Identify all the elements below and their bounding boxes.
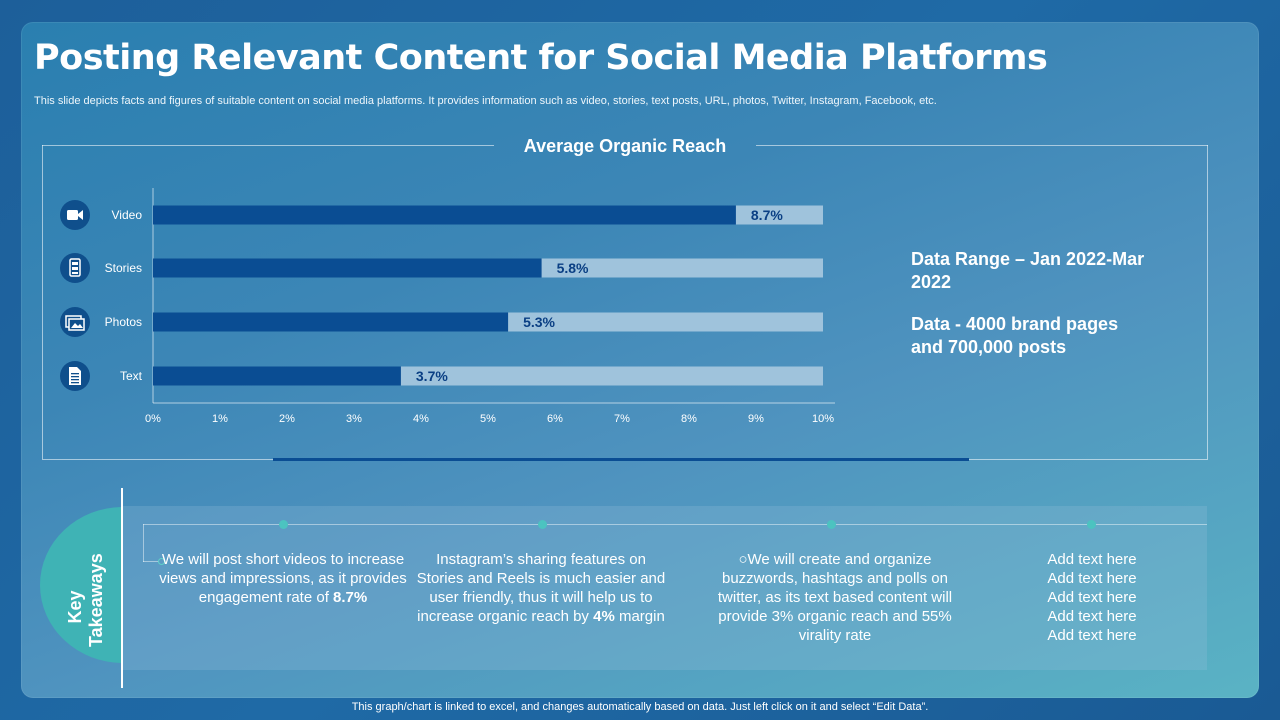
data-range-text: Data Range – Jan 2022-Mar 2022 bbox=[911, 249, 1145, 292]
takeaway-dot-3 bbox=[827, 520, 836, 529]
x-tick-label: 0% bbox=[145, 413, 161, 425]
bar-value-label: 5.8% bbox=[557, 260, 589, 276]
bar-value-label: 5.3% bbox=[523, 314, 555, 330]
x-tick-label: 6% bbox=[547, 413, 563, 425]
document-line bbox=[71, 382, 79, 384]
slide-panel bbox=[21, 22, 1259, 698]
takeaway-2-tail: margin bbox=[614, 608, 665, 625]
phone-line bbox=[72, 272, 78, 274]
takeaway-dot-2 bbox=[538, 520, 547, 529]
phone-line bbox=[72, 262, 78, 265]
takeaway-1: We will post short videos to increase vi… bbox=[158, 550, 408, 607]
takeaway-4-line: Add text here bbox=[1047, 570, 1137, 587]
bar-value-label: 3.7% bbox=[416, 368, 448, 384]
takeaways-connector-line bbox=[143, 524, 1207, 525]
document-line bbox=[71, 376, 79, 378]
takeaways-divider bbox=[121, 488, 123, 688]
takeaway-dot-4 bbox=[1087, 520, 1096, 529]
page-title: Posting Relevant Content for Social Medi… bbox=[34, 38, 1048, 78]
video-camera-body bbox=[67, 210, 78, 220]
takeaways-band bbox=[123, 506, 1207, 670]
category-label: Text bbox=[120, 369, 143, 383]
bar-photos[interactable] bbox=[153, 312, 509, 332]
x-tick-label: 1% bbox=[212, 413, 228, 425]
takeaway-3: ○We will create and organize buzzwords, … bbox=[717, 551, 953, 644]
chart-title[interactable]: Average Organic Reach bbox=[523, 136, 727, 156]
page-subtitle: This slide depicts facts and figures of … bbox=[34, 95, 937, 107]
category-label: Stories bbox=[105, 261, 142, 275]
bar-video[interactable] bbox=[153, 205, 736, 225]
chart-frame-top-left bbox=[42, 145, 494, 146]
takeaway-2: Instagram’s sharing features on Stories … bbox=[416, 550, 666, 626]
data-size-text: Data - 4000 brand pages and 700,000 post… bbox=[911, 314, 1119, 357]
takeaway-1-bold: 8.7% bbox=[333, 589, 368, 606]
key-takeaways-label: Key Takeaways bbox=[65, 553, 107, 647]
key-takeaways-label-line2: Takeaways bbox=[86, 553, 106, 647]
takeaways-connector-vertical bbox=[143, 524, 144, 562]
takeaways-connector-hook bbox=[143, 561, 159, 562]
phone-outline bbox=[69, 258, 81, 277]
chart-frame-top-right bbox=[756, 145, 1208, 146]
document-line bbox=[71, 379, 79, 381]
x-tick-label: 2% bbox=[279, 413, 295, 425]
takeaway-4-line: Add text here bbox=[1047, 627, 1137, 644]
takeaways-hook-dot bbox=[158, 558, 165, 565]
photo-mountain bbox=[71, 323, 83, 328]
footnote: This graph/chart is linked to excel, and… bbox=[351, 701, 929, 713]
x-tick-label: 10% bbox=[812, 413, 834, 425]
bar-value-label: 8.7% bbox=[751, 207, 783, 223]
x-tick-label: 4% bbox=[413, 413, 429, 425]
phone-line bbox=[72, 267, 78, 270]
x-tick-label: 7% bbox=[614, 413, 630, 425]
bar-text[interactable] bbox=[153, 366, 401, 386]
key-takeaways-label-line1: Key bbox=[65, 590, 85, 624]
x-tick-label: 3% bbox=[346, 413, 362, 425]
category-label: Photos bbox=[105, 315, 142, 329]
document-line bbox=[71, 373, 79, 375]
x-tick-label: 5% bbox=[480, 413, 496, 425]
x-tick-label: 8% bbox=[681, 413, 697, 425]
x-tick-label: 9% bbox=[748, 413, 764, 425]
takeaway-4-line: Add text here bbox=[1047, 608, 1137, 625]
takeaway-1-text: We will post short videos to increase vi… bbox=[159, 551, 407, 606]
takeaway-2-text: Instagram’s sharing features on Stories … bbox=[416, 551, 666, 625]
chart-frame-accent bbox=[273, 458, 969, 461]
takeaway-dot-1 bbox=[279, 520, 288, 529]
takeaway-4: Add text here Add text here Add text her… bbox=[967, 550, 1217, 645]
bar-stories[interactable] bbox=[153, 258, 542, 278]
takeaway-2-bold: 4% bbox=[593, 608, 615, 625]
takeaway-4-line: Add text here bbox=[1047, 589, 1137, 606]
takeaway-4-line: Add text here bbox=[1047, 551, 1137, 568]
video-camera-lens bbox=[78, 210, 83, 220]
category-label: Video bbox=[112, 208, 143, 222]
